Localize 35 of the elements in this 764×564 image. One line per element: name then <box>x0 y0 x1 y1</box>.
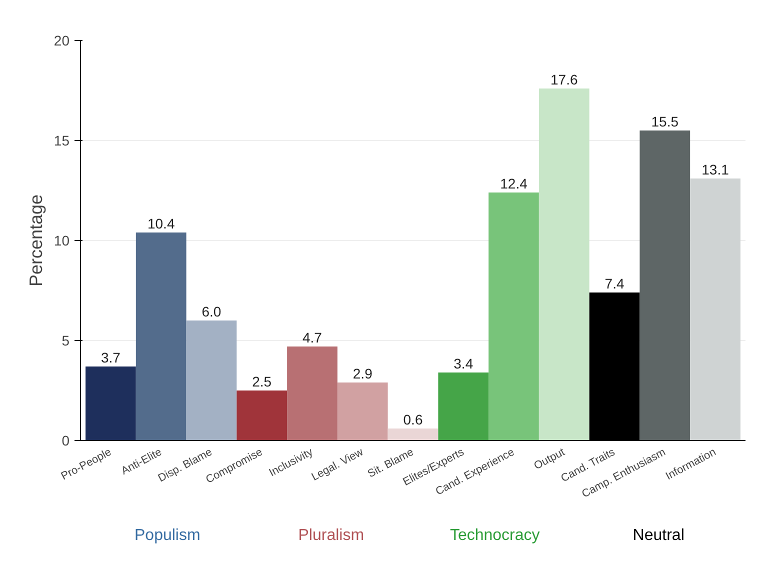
data-label: 7.4 <box>604 276 624 292</box>
bar <box>538 88 590 440</box>
y-tick-label: 20 <box>54 32 70 48</box>
data-label: 12.4 <box>500 176 528 192</box>
y-tick-label: 0 <box>62 432 70 448</box>
bar <box>136 232 186 440</box>
y-tick-label: 5 <box>62 332 70 348</box>
data-label: 6.0 <box>202 304 222 320</box>
bar <box>488 192 539 440</box>
bar <box>640 130 690 440</box>
data-label: 2.5 <box>252 374 272 390</box>
data-label: 17.6 <box>550 72 578 88</box>
data-label: 15.5 <box>651 114 679 130</box>
bar <box>388 428 438 440</box>
data-label: 3.7 <box>100 350 121 366</box>
y-tick-label: 10 <box>54 232 70 248</box>
data-label: 4.7 <box>302 330 322 346</box>
data-label: 13.1 <box>702 162 730 178</box>
bar <box>690 178 740 440</box>
bar <box>337 382 388 440</box>
text: Pluralism <box>298 527 364 544</box>
text: Technocracy <box>450 527 540 544</box>
data-label: 2.9 <box>352 366 373 382</box>
y-axis-title: Percentage <box>26 194 46 287</box>
data-label: 0.6 <box>403 412 423 428</box>
data-label: 10.4 <box>147 216 175 232</box>
bar <box>287 346 338 440</box>
text: Neutral <box>632 527 684 544</box>
text: Populism <box>134 527 200 544</box>
y-tick-label: 15 <box>54 132 70 148</box>
bar <box>438 372 489 440</box>
bar <box>86 366 136 440</box>
bar <box>186 320 237 440</box>
data-label: 3.4 <box>454 356 474 372</box>
bar <box>236 390 288 440</box>
